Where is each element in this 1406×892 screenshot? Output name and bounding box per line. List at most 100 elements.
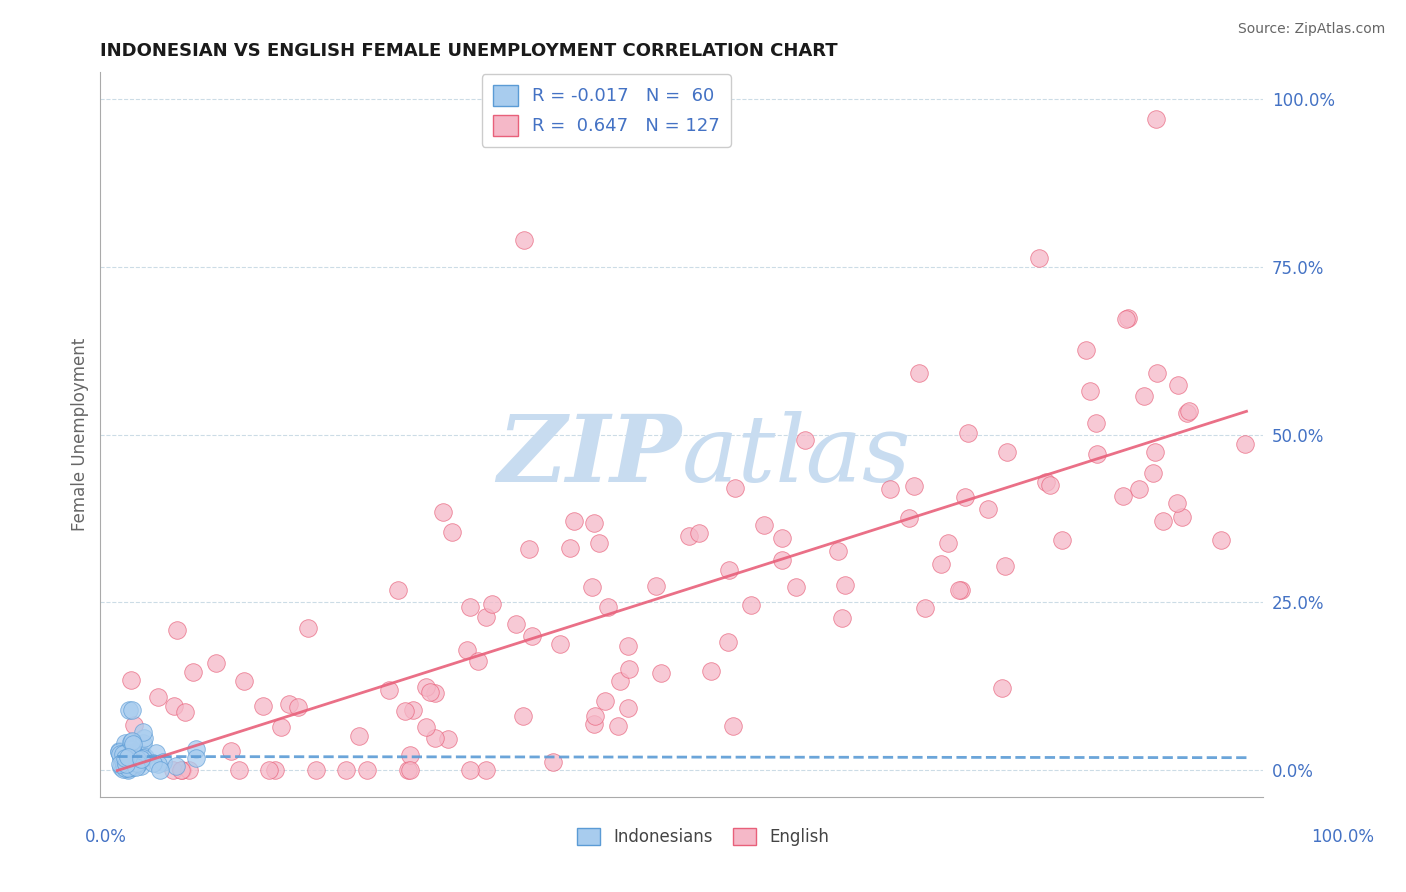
- Point: [897, 511, 920, 525]
- Point: [721, 719, 744, 733]
- Point: [166, 624, 188, 638]
- Point: [723, 481, 745, 495]
- Point: [122, 718, 145, 732]
- Point: [228, 763, 250, 777]
- Point: [436, 731, 458, 746]
- Point: [110, 751, 132, 765]
- Point: [186, 741, 208, 756]
- Point: [977, 501, 1000, 516]
- Point: [108, 747, 131, 761]
- Point: [955, 490, 977, 504]
- Point: [907, 366, 929, 380]
- Point: [387, 582, 409, 597]
- Point: [419, 685, 441, 699]
- Point: [1146, 366, 1168, 380]
- Point: [827, 544, 849, 558]
- Point: [186, 751, 208, 765]
- Point: [252, 699, 274, 714]
- Point: [219, 744, 242, 758]
- Point: [583, 708, 606, 723]
- Text: Source: ZipAtlas.com: Source: ZipAtlas.com: [1237, 22, 1385, 37]
- Point: [120, 760, 142, 774]
- Point: [117, 749, 139, 764]
- Point: [1112, 489, 1135, 503]
- Point: [399, 763, 422, 777]
- Point: [517, 542, 540, 557]
- Point: [938, 536, 960, 550]
- Point: [458, 599, 481, 614]
- Point: [179, 763, 201, 777]
- Point: [948, 583, 970, 598]
- Point: [617, 639, 640, 653]
- Point: [1166, 496, 1188, 510]
- Point: [1144, 444, 1167, 458]
- Point: [117, 763, 139, 777]
- Point: [1074, 343, 1097, 358]
- Point: [717, 634, 740, 648]
- Point: [1085, 446, 1108, 460]
- Text: 100.0%: 100.0%: [1312, 828, 1374, 846]
- Point: [347, 730, 370, 744]
- Point: [513, 233, 536, 247]
- Point: [1050, 533, 1073, 548]
- Point: [149, 763, 172, 777]
- Point: [650, 666, 672, 681]
- Point: [588, 535, 610, 549]
- Point: [1128, 482, 1150, 496]
- Point: [110, 760, 132, 774]
- Point: [134, 749, 156, 764]
- Point: [582, 516, 605, 530]
- Point: [127, 752, 149, 766]
- Point: [644, 579, 666, 593]
- Point: [117, 750, 139, 764]
- Text: 0.0%: 0.0%: [84, 828, 127, 846]
- Point: [415, 680, 437, 694]
- Point: [423, 685, 446, 699]
- Point: [593, 694, 616, 708]
- Point: [423, 731, 446, 745]
- Point: [335, 763, 357, 777]
- Point: [118, 756, 141, 771]
- Point: [957, 426, 980, 441]
- Point: [259, 763, 281, 777]
- Point: [115, 756, 138, 771]
- Point: [117, 760, 139, 774]
- Point: [270, 720, 292, 734]
- Point: [1144, 112, 1167, 127]
- Point: [678, 529, 700, 543]
- Point: [127, 756, 149, 770]
- Point: [1233, 437, 1256, 451]
- Point: [122, 737, 145, 751]
- Point: [170, 763, 193, 777]
- Point: [114, 756, 136, 771]
- Point: [481, 597, 503, 611]
- Point: [120, 735, 142, 749]
- Point: [163, 699, 186, 714]
- Point: [1039, 478, 1062, 492]
- Point: [834, 578, 856, 592]
- Point: [142, 756, 165, 771]
- Point: [475, 610, 498, 624]
- Point: [114, 751, 136, 765]
- Point: [432, 505, 454, 519]
- Point: [121, 760, 143, 774]
- Point: [688, 526, 710, 541]
- Point: [118, 748, 141, 763]
- Point: [125, 760, 148, 774]
- Point: [117, 761, 139, 775]
- Point: [990, 681, 1012, 696]
- Point: [700, 664, 723, 678]
- Point: [606, 719, 628, 733]
- Point: [121, 702, 143, 716]
- Point: [794, 433, 817, 447]
- Text: ZIP: ZIP: [498, 411, 682, 501]
- Text: atlas: atlas: [682, 411, 911, 501]
- Point: [1115, 312, 1137, 326]
- Point: [879, 482, 901, 496]
- Point: [356, 763, 378, 777]
- Point: [581, 580, 603, 594]
- Point: [277, 698, 299, 712]
- Point: [108, 757, 131, 772]
- Point: [456, 643, 478, 657]
- Point: [994, 559, 1017, 574]
